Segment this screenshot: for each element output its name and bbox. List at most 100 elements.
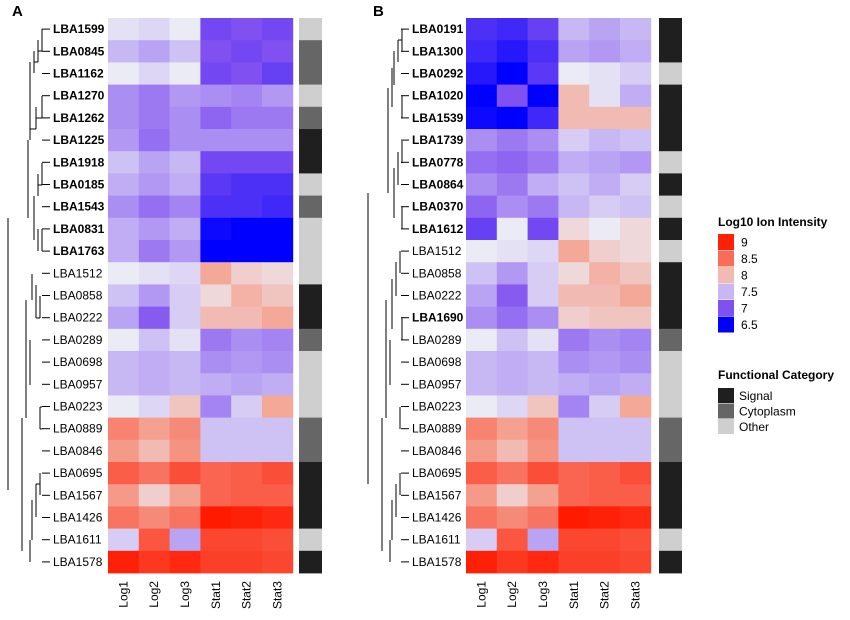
heatmap-cell bbox=[589, 284, 621, 307]
heatmap-cell bbox=[558, 417, 590, 441]
heatmap-cell bbox=[527, 129, 559, 152]
heatmap-cell bbox=[200, 351, 232, 374]
heatmap-cell bbox=[231, 328, 263, 352]
heatmap-cell bbox=[200, 550, 232, 574]
heatmap-cell bbox=[466, 351, 498, 374]
heatmap-cell bbox=[262, 328, 294, 352]
heatmap-cell bbox=[108, 195, 140, 219]
row-label: LBA0846 bbox=[412, 444, 462, 458]
heatmap-cell bbox=[262, 395, 294, 418]
intensity-legend-title: Log10 Ion Intensity bbox=[718, 215, 828, 229]
heatmap-cell bbox=[169, 306, 201, 330]
heatmap-cell bbox=[200, 18, 232, 41]
category-cell bbox=[299, 328, 322, 352]
heatmap-cell bbox=[496, 306, 528, 330]
category-cell bbox=[659, 373, 682, 396]
heatmap-cell bbox=[496, 217, 528, 241]
heatmap-cell bbox=[527, 306, 559, 330]
heatmap-cell bbox=[138, 462, 170, 485]
heatmap-cell bbox=[527, 484, 559, 507]
heatmap-cell bbox=[466, 306, 498, 330]
heatmap-cell bbox=[231, 151, 263, 174]
heatmap-cell bbox=[169, 195, 201, 219]
category-cell bbox=[299, 484, 322, 507]
heatmap-cell bbox=[496, 439, 528, 463]
category-cell bbox=[659, 395, 682, 418]
heatmap-cell bbox=[466, 262, 498, 285]
heatmap-cell bbox=[527, 328, 559, 352]
heatmap-cell bbox=[262, 550, 294, 574]
row-label: LBA0185 bbox=[53, 178, 105, 192]
heatmap-cell bbox=[496, 173, 528, 196]
heatmap-cell bbox=[589, 506, 621, 529]
heatmap-cell bbox=[558, 306, 590, 330]
heatmap-cell bbox=[589, 217, 621, 241]
heatmap-cell bbox=[589, 395, 621, 418]
heatmap-cell bbox=[496, 262, 528, 285]
heatmap-cell bbox=[589, 106, 621, 130]
category-cell bbox=[659, 173, 682, 196]
category-cell bbox=[299, 129, 322, 152]
category-cell bbox=[299, 240, 322, 263]
panel-a-heatmap: A LBA1599 LBA0845 LBA1162 LBA1270 LBA1262 LBA1… bbox=[7, 3, 322, 609]
row-label: LBA1612 bbox=[412, 222, 464, 236]
column-label: Stat1 bbox=[209, 581, 223, 609]
heatmap-cell bbox=[169, 217, 201, 241]
heatmap-cell bbox=[527, 417, 559, 441]
heatmap-cell bbox=[620, 151, 652, 174]
column-label: Log3 bbox=[536, 581, 550, 608]
heatmap-cell bbox=[527, 351, 559, 374]
row-label: LBA1611 bbox=[53, 533, 102, 547]
heatmap-cell bbox=[138, 195, 170, 219]
heatmap-cell bbox=[496, 84, 528, 108]
heatmap-cell bbox=[589, 462, 621, 485]
heatmap-cell bbox=[466, 240, 498, 263]
column-label: Log1 bbox=[116, 581, 130, 608]
heatmap-cell bbox=[138, 328, 170, 352]
heatmap-cell bbox=[558, 262, 590, 285]
heatmap-cell bbox=[231, 195, 263, 219]
heatmap-cell bbox=[496, 528, 528, 552]
heatmap-cell bbox=[138, 40, 170, 63]
row-label: LBA1539 bbox=[412, 111, 464, 125]
heatmap-cell bbox=[466, 173, 498, 196]
heatmap-cell bbox=[138, 395, 170, 418]
intensity-swatch bbox=[718, 250, 734, 267]
heatmap-cell bbox=[620, 106, 652, 130]
category-cell bbox=[659, 217, 682, 241]
row-label: LBA0292 bbox=[412, 67, 464, 81]
heatmap-cell bbox=[496, 462, 528, 485]
heatmap-cell bbox=[231, 40, 263, 63]
heatmap-cell bbox=[138, 284, 170, 307]
heatmap-cell bbox=[558, 240, 590, 263]
panel-label: B bbox=[373, 3, 384, 20]
row-label: LBA0695 bbox=[53, 466, 103, 480]
row-label: LBA0223 bbox=[53, 400, 103, 414]
heatmap-cell bbox=[231, 306, 263, 330]
heatmap-cell bbox=[558, 84, 590, 108]
heatmap-cell bbox=[169, 550, 201, 574]
row-label: LBA1512 bbox=[412, 244, 462, 258]
heatmap-cell bbox=[231, 129, 263, 152]
heatmap-cell bbox=[262, 417, 294, 441]
row-label: LBA0222 bbox=[53, 311, 103, 325]
heatmap-cell bbox=[496, 18, 528, 41]
heatmap-cell bbox=[200, 62, 232, 85]
heatmap-cell bbox=[108, 462, 140, 485]
heatmap-cell bbox=[169, 129, 201, 152]
heatmap-cell bbox=[589, 417, 621, 441]
heatmap-cell bbox=[138, 151, 170, 174]
row-label: LBA1225 bbox=[53, 133, 105, 147]
category-cell bbox=[299, 217, 322, 241]
heatmap-cell bbox=[558, 550, 590, 574]
category-cell bbox=[299, 151, 322, 174]
heatmap-cell bbox=[558, 195, 590, 219]
row-label: LBA1763 bbox=[53, 244, 105, 258]
heatmap-cell bbox=[108, 240, 140, 263]
heatmap-cell bbox=[200, 484, 232, 507]
heatmap-cell bbox=[108, 262, 140, 285]
row-label: LBA1690 bbox=[412, 311, 464, 325]
intensity-label: 6.5 bbox=[741, 318, 758, 332]
intensity-label: 7 bbox=[741, 302, 748, 316]
